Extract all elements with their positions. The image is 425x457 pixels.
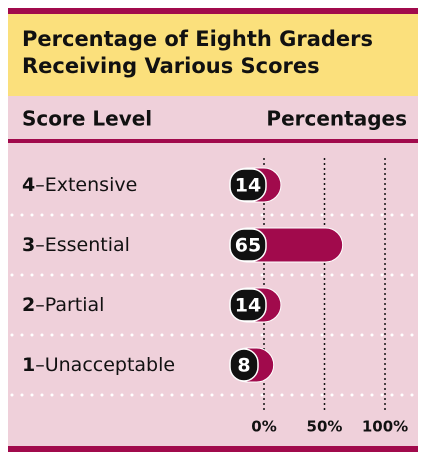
category-label: 1–Unacceptable: [22, 354, 175, 376]
chart-title: Percentage of Eighth Graders Receiving V…: [22, 27, 374, 78]
score-level: 1: [22, 354, 35, 376]
score-name: –Partial: [35, 294, 104, 316]
value-label: 14: [235, 175, 261, 197]
x-tick-label: 0%: [251, 418, 276, 436]
score-level: 4: [22, 174, 35, 196]
score-name: –Unacceptable: [35, 354, 175, 376]
value-label-box: [229, 168, 267, 202]
score-name: –Extensive: [35, 174, 137, 196]
value-label-box: [229, 228, 267, 262]
header-rule: [8, 139, 418, 143]
score-level: 3: [22, 234, 35, 256]
score-level: 2: [22, 294, 35, 316]
value-label: 65: [235, 235, 261, 257]
x-tick-label: 50%: [307, 418, 343, 436]
value-label: 14: [235, 295, 261, 317]
top-rule: [8, 8, 418, 14]
value-label-box: [229, 348, 259, 382]
bottom-rule: [8, 446, 418, 452]
category-label: 4–Extensive: [22, 174, 137, 196]
column-header: Percentages: [266, 107, 407, 131]
category-label: 2–Partial: [22, 294, 104, 316]
category-label: 3–Essential: [22, 234, 130, 256]
x-tick-label: 100%: [362, 418, 408, 436]
value-label: 8: [237, 355, 250, 377]
column-header: Score Level: [22, 107, 152, 131]
score-name: –Essential: [35, 234, 130, 256]
title-box: [8, 14, 418, 96]
value-label-box: [229, 288, 267, 322]
